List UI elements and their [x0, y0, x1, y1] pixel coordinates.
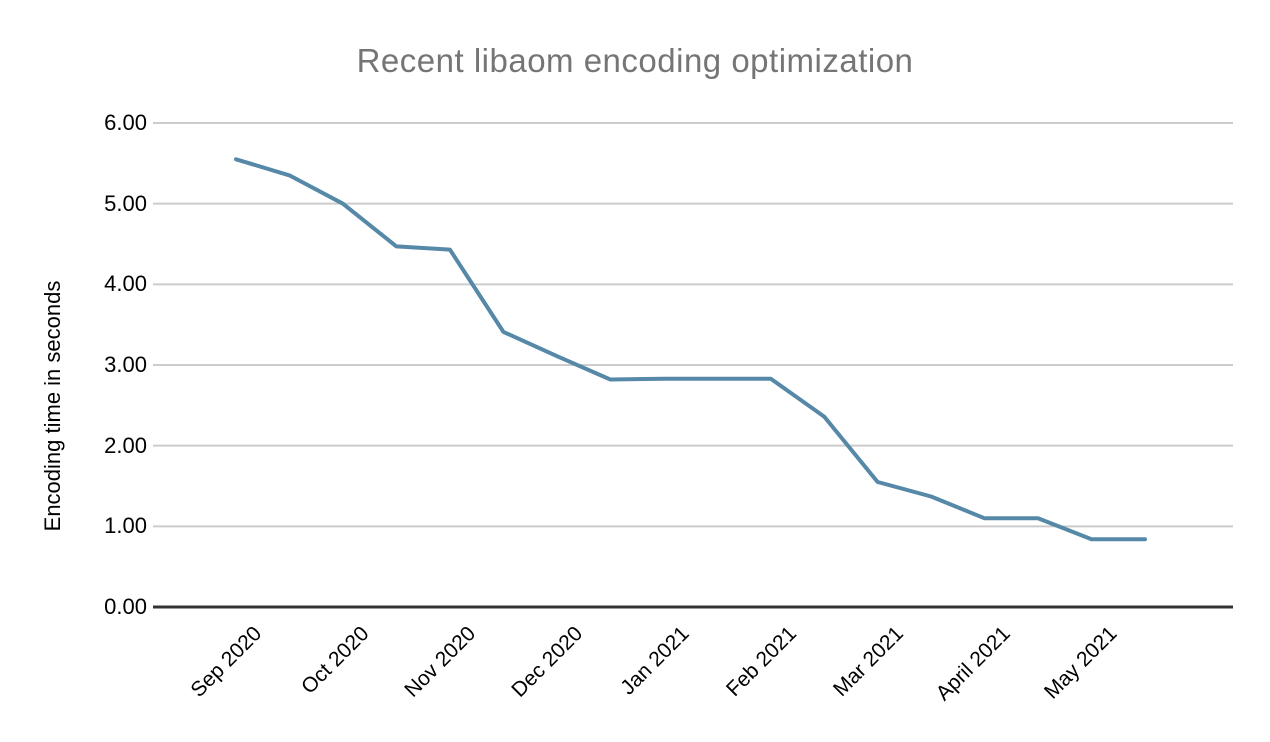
y-tick-label: 2.00: [104, 432, 147, 458]
y-tick-label: 0.00: [104, 594, 147, 619]
y-tick-label: 4.00: [104, 271, 147, 297]
y-tick-label: 1.00: [104, 513, 147, 539]
y-tick-label: 3.00: [104, 352, 147, 377]
chart-title: Recent libaom encoding optimization: [356, 42, 914, 79]
y-tick-label: 6.00: [104, 110, 147, 135]
y-tick-label: 5.00: [104, 190, 147, 216]
encoding-time-line-series: [234, 157, 1147, 542]
